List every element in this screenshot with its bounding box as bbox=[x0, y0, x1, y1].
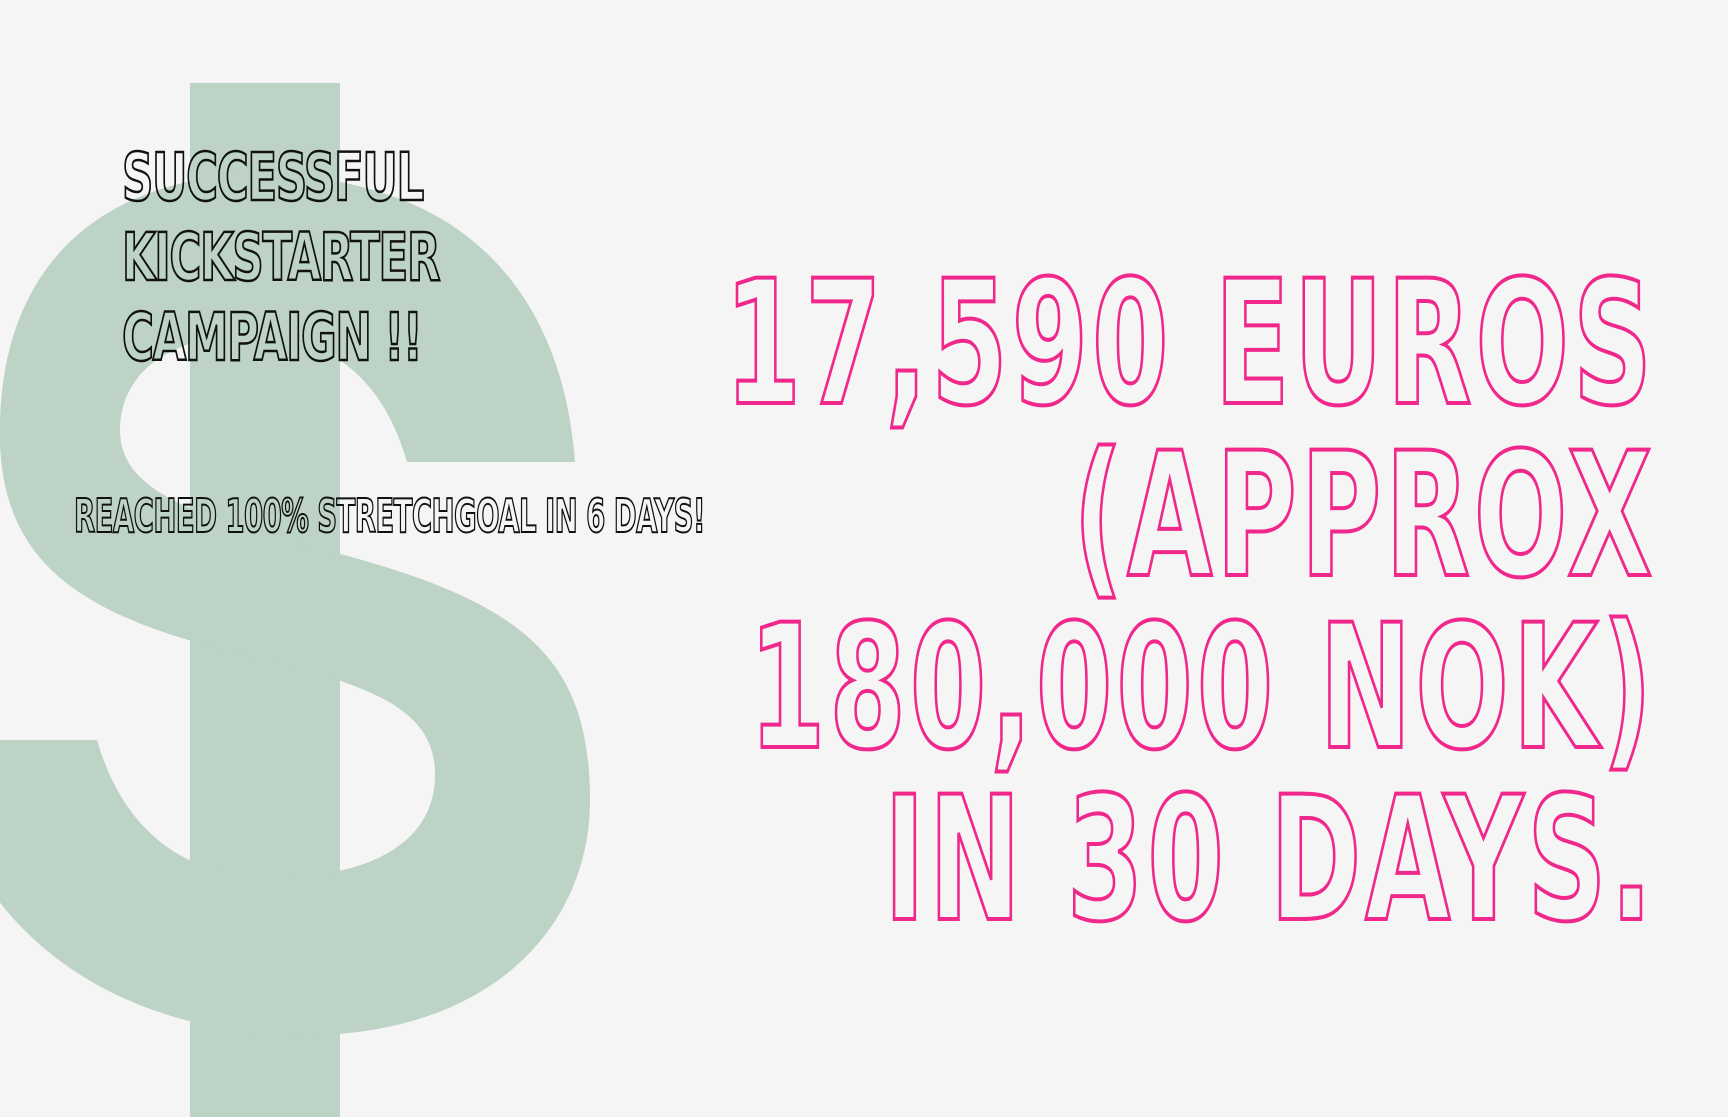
dollar-sign-icon bbox=[0, 83, 590, 1117]
amount-line-1: 17,590 EUROS bbox=[723, 243, 1656, 444]
headline-line-3: CAMPAIGN !! bbox=[121, 298, 423, 378]
stretchgoal-subline: REACHED 100% STRETCHGOAL IN 6 DAYS! bbox=[73, 488, 706, 544]
amount-line-2: (APPROX bbox=[1072, 415, 1656, 616]
headline-line-1: SUCCESSFUL bbox=[121, 138, 425, 218]
headline: SUCCESSFUL KICKSTARTER CAMPAIGN !! bbox=[121, 138, 441, 378]
amount-line-4: IN 30 DAYS. bbox=[883, 759, 1656, 960]
amount-block: 17,590 EUROS (APPROX 180,000 NOK) IN 30 … bbox=[156, 243, 1656, 960]
headline-line-2: KICKSTARTER bbox=[121, 218, 441, 298]
amount-line-3: 180,000 NOK) bbox=[748, 587, 1656, 788]
